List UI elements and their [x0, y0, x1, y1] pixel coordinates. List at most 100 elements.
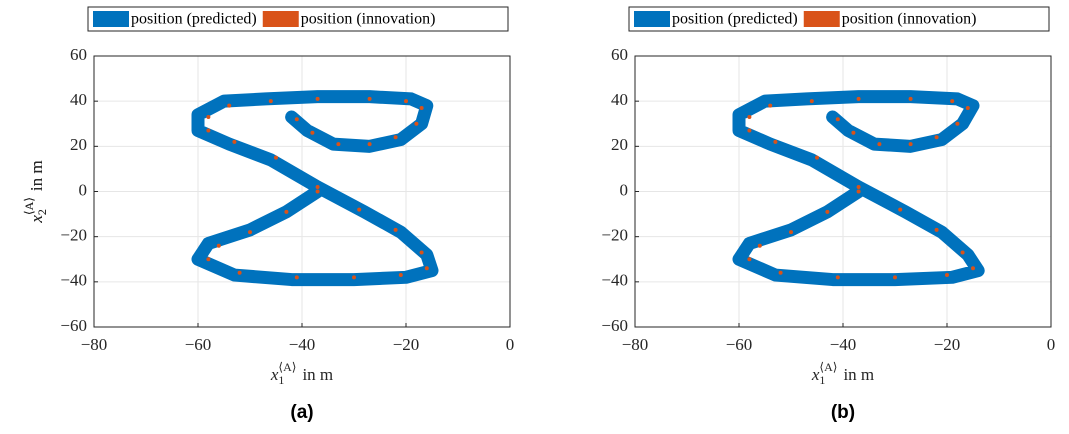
innovation-point — [851, 130, 856, 135]
innovation-point — [248, 230, 252, 235]
axis-subscript: 1 — [278, 373, 284, 387]
axis-symbol: x — [811, 365, 820, 384]
innovation-point — [310, 130, 315, 135]
y-tick-label: −60 — [60, 316, 87, 335]
innovation-point — [809, 99, 814, 104]
y-tick-label: −40 — [601, 271, 628, 290]
innovation-point — [419, 105, 424, 110]
x-tick-label: −40 — [830, 335, 857, 354]
y-tick-label: 0 — [79, 180, 88, 199]
axis-subscript: 2 — [35, 209, 49, 215]
innovation-point — [206, 114, 211, 119]
innovation-point — [315, 184, 320, 189]
innovation-point — [856, 96, 861, 101]
innovation-point — [747, 257, 752, 262]
innovation-point — [908, 96, 913, 101]
axis-subscript: 2 — [35, 209, 49, 215]
innovation-point — [908, 142, 913, 147]
y-tick-label: 60 — [611, 45, 628, 64]
y-tick-label: −60 — [601, 316, 628, 335]
innovation-point — [284, 209, 289, 214]
innovation-point — [856, 184, 861, 189]
legend-swatch — [803, 11, 840, 27]
axis-superscript: ⟨A⟩ — [22, 197, 36, 215]
axes-box — [93, 55, 511, 328]
axis-superscript: ⟨A⟩ — [278, 360, 296, 374]
x-tick-label: −40 — [289, 335, 316, 354]
innovation-point — [393, 227, 398, 232]
innovation-point — [877, 142, 882, 147]
innovation-point — [955, 121, 960, 126]
legend-label: position (innovation) — [301, 11, 436, 28]
innovation-point — [315, 189, 320, 194]
innovation-point — [825, 209, 830, 214]
innovation-point — [227, 103, 232, 108]
innovation-point — [835, 275, 840, 280]
x-tick-label: −20 — [393, 335, 420, 354]
y-tick-label: −20 — [601, 226, 628, 245]
y-tick-label: −40 — [60, 271, 87, 290]
axes-box — [634, 55, 1052, 328]
y-tick-label: 40 — [611, 90, 628, 109]
legend-swatch — [634, 11, 670, 27]
y-axis-label: x2⟨A⟩ in m — [22, 160, 49, 223]
x-tick-label: −60 — [726, 335, 753, 354]
axis-symbol: x — [27, 215, 46, 224]
innovation-point — [768, 103, 773, 108]
x-tick-label: −60 — [185, 335, 212, 354]
innovation-point — [274, 155, 278, 160]
innovation-point — [424, 266, 429, 271]
axis-unit: in m — [302, 365, 333, 384]
innovation-point — [206, 128, 211, 133]
innovation-point — [815, 155, 819, 160]
innovation-point — [404, 99, 408, 104]
innovation-point — [419, 250, 424, 255]
innovation-point — [315, 96, 320, 101]
axis-unit: in m — [27, 160, 46, 191]
innovation-point — [216, 243, 221, 248]
innovation-point — [393, 135, 398, 140]
innovation-point — [367, 96, 372, 101]
innovation-point — [960, 250, 965, 255]
innovation-point — [835, 117, 840, 122]
y-tick-label: 60 — [70, 45, 87, 64]
innovation-point — [336, 142, 341, 147]
x-axis-label: x1⟨A⟩ in m — [270, 360, 333, 387]
x-axis-label: x1⟨A⟩ in m — [811, 360, 874, 387]
trajectory-band — [191, 90, 439, 287]
innovation-point — [757, 243, 762, 248]
legend-label: position (innovation) — [842, 11, 977, 28]
axis-superscript: ⟨A⟩ — [819, 360, 837, 374]
innovation-point — [747, 128, 752, 133]
legend-swatch — [93, 11, 129, 27]
innovation-point — [965, 105, 970, 110]
innovation-point — [950, 99, 955, 104]
x-tick-label: −80 — [81, 335, 108, 354]
x-tick-label: 0 — [506, 335, 515, 354]
axis-symbol: x — [270, 365, 279, 384]
axis-subscript: 1 — [819, 373, 825, 387]
innovation-point — [945, 273, 949, 278]
axis-superscript: ⟨A⟩ — [22, 197, 36, 215]
innovation-point — [747, 114, 752, 119]
innovation-point — [773, 139, 778, 144]
innovation-point — [789, 230, 793, 235]
innovation-point — [934, 227, 939, 232]
y-tick-label: 40 — [70, 90, 87, 109]
innovation-point — [357, 207, 362, 212]
caption: (b) — [831, 402, 855, 423]
innovation-point — [352, 275, 356, 280]
innovation-point — [414, 121, 419, 126]
axis-unit: in m — [27, 160, 46, 191]
trajectory-band — [732, 90, 985, 287]
axis-symbol: x — [27, 215, 46, 224]
innovation-point — [934, 135, 939, 140]
innovation-point — [778, 270, 783, 275]
x-tick-label: −20 — [934, 335, 961, 354]
y-tick-label: −20 — [60, 226, 87, 245]
caption: (a) — [290, 402, 313, 423]
innovation-point — [856, 189, 861, 194]
innovation-point — [294, 117, 299, 122]
